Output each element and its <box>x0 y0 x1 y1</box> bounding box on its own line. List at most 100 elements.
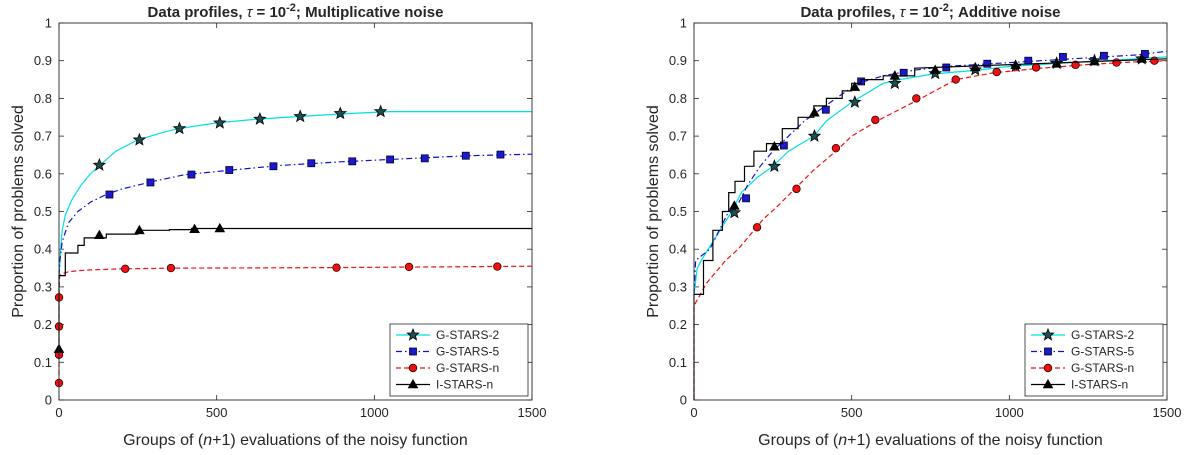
legend-item-g-stars-5: G-STARS-5 <box>1031 345 1134 359</box>
circle-marker <box>1043 363 1053 373</box>
legend-label: G-STARS-5 <box>436 345 499 359</box>
y-axis-label: Proportion of problems solved <box>10 105 27 318</box>
square-marker <box>1024 56 1033 65</box>
y-tick-label: 0.2 <box>669 317 687 332</box>
circle-marker <box>792 184 801 194</box>
series-line <box>693 58 1168 400</box>
x-tick-label: 500 <box>841 405 863 420</box>
square-marker <box>1059 53 1067 61</box>
square-marker <box>742 194 750 203</box>
star-marker <box>848 95 862 108</box>
y-axis-label: Proportion of problems solved <box>645 105 662 318</box>
y-tick-label: 0.7 <box>34 129 52 144</box>
triangle-marker <box>189 223 200 234</box>
square-marker <box>496 150 505 159</box>
y-tick-label: 0.4 <box>34 242 52 257</box>
square-marker <box>821 105 830 114</box>
circle-marker <box>871 115 880 125</box>
y-tick-label: 0.4 <box>669 242 687 257</box>
star-marker <box>807 129 822 142</box>
square-marker <box>461 151 470 160</box>
circle-marker <box>1112 58 1121 67</box>
star-marker <box>888 76 902 90</box>
y-tick-label: 0.3 <box>669 279 687 294</box>
circle-marker <box>951 75 960 84</box>
legend-item-g-stars-n: G-STARS-n <box>396 361 499 375</box>
series-i-stars-n <box>53 222 532 353</box>
triangle-marker <box>94 229 105 240</box>
x-axis-label: Groups of (n+1) evaluations of the noisy… <box>758 432 1103 449</box>
legend-label: G-STARS-2 <box>1071 328 1134 342</box>
y-axis-ticks: 0 0.1 0.2 0.3 0.4 0.5 0.6 0.7 0.8 0.9 1 <box>669 16 1167 408</box>
star-marker <box>767 159 782 172</box>
square-marker <box>779 141 788 150</box>
triangle-marker <box>929 64 941 74</box>
legend-label: G-STARS-n <box>1071 361 1134 375</box>
star-marker <box>132 132 147 146</box>
y-tick-label: 0.2 <box>34 317 52 332</box>
star-marker <box>406 327 420 341</box>
x-axis-label: Groups of (n+1) evaluations of the noisy… <box>123 432 468 449</box>
y-tick-label: 0.9 <box>34 53 52 68</box>
square-marker <box>146 178 155 187</box>
legend-label: I-STARS-n <box>1071 378 1128 392</box>
y-tick-label: 0.8 <box>669 91 687 106</box>
x-tick-label: 1000 <box>360 405 389 420</box>
x-tick-label: 1500 <box>518 405 547 420</box>
circle-marker <box>1031 63 1041 72</box>
series-g-stars-n <box>693 56 1168 400</box>
triangle-marker <box>729 200 740 210</box>
y-tick-label: 0.5 <box>669 204 687 219</box>
legend-item-i-stars-n: I-STARS-n <box>396 378 493 392</box>
x-axis-ticks: 0 500 1000 1500 <box>690 23 1181 420</box>
y-tick-label: 0.6 <box>669 166 687 181</box>
y-tick-label: 0.1 <box>669 355 687 370</box>
legend: G-STARS-2 G-STARS-5 G-STARS-n I-STARS-n <box>1024 323 1164 397</box>
star-marker <box>253 112 267 125</box>
square-marker <box>105 190 114 199</box>
circle-marker <box>404 262 414 272</box>
square-marker <box>420 154 429 163</box>
square-marker <box>1100 51 1108 60</box>
legend-item-g-stars-2: G-STARS-2 <box>396 327 499 342</box>
square-marker <box>386 155 395 164</box>
legend-label: G-STARS-n <box>436 361 499 375</box>
star-marker <box>172 121 187 135</box>
x-tick-label: 0 <box>55 405 62 420</box>
circle-marker <box>1071 60 1080 70</box>
legend-label: I-STARS-n <box>436 378 493 392</box>
star-marker <box>1041 327 1055 341</box>
series-g-stars-2 <box>58 104 532 276</box>
circle-marker <box>332 263 341 272</box>
series-line <box>58 265 533 383</box>
y-tick-label: 0.6 <box>34 166 52 181</box>
triangle-marker <box>969 61 981 72</box>
x-tick-label: 1000 <box>995 405 1024 420</box>
y-tick-label: 0.9 <box>669 53 687 68</box>
y-tick-label: 0.5 <box>34 204 52 219</box>
square-marker <box>409 347 417 356</box>
circle-marker <box>166 263 176 273</box>
legend-label: G-STARS-2 <box>436 328 499 342</box>
star-marker <box>213 115 227 129</box>
y-tick-label: 0 <box>45 393 52 408</box>
series-line <box>693 60 1168 400</box>
circle-marker <box>408 363 418 373</box>
triangle-marker <box>889 70 901 80</box>
series-line <box>58 227 532 351</box>
star-marker <box>293 109 307 123</box>
square-marker <box>225 166 234 174</box>
legend: G-STARS-2 G-STARS-5 G-STARS-n I-STARS-n <box>389 323 529 397</box>
x-tick-label: 500 <box>206 405 228 420</box>
series-g-stars-n <box>54 262 533 388</box>
triangle-marker <box>809 107 820 117</box>
star-marker <box>333 106 348 120</box>
series-line <box>58 153 533 276</box>
triangle-marker <box>214 222 226 233</box>
legend-item-g-stars-2: G-STARS-2 <box>1031 327 1134 342</box>
y-tick-label: 1 <box>45 16 52 31</box>
chart-panel-2: 0 500 1000 1500 0 0.1 0.2 0.3 0.4 0.5 0.6 0.7 0.8 0.9… <box>645 2 1181 449</box>
legend-label: G-STARS-5 <box>1071 345 1134 359</box>
circle-marker <box>752 223 762 232</box>
